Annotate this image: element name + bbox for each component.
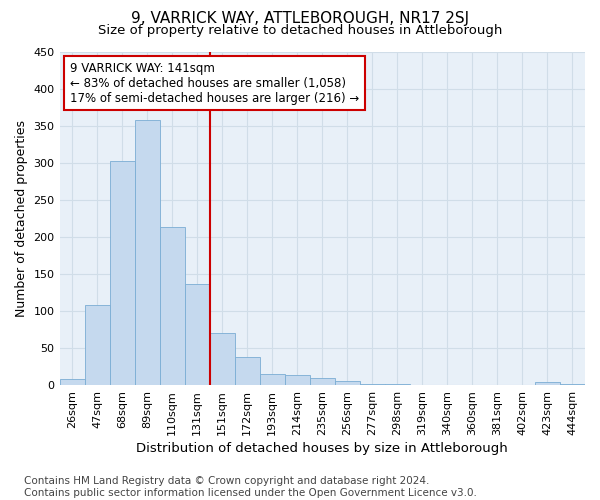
Bar (260, 374, 285, 385)
Bar (535, 382, 560, 385)
Bar (560, 384, 585, 385)
Bar (310, 378, 335, 385)
Bar (59, 379, 85, 385)
Bar (385, 384, 410, 385)
Text: Contains HM Land Registry data © Crown copyright and database right 2024.
Contai: Contains HM Land Registry data © Crown c… (24, 476, 477, 498)
Bar (335, 380, 360, 385)
Y-axis label: Number of detached properties: Number of detached properties (15, 120, 28, 317)
Bar (110, 161, 134, 385)
X-axis label: Distribution of detached houses by size in Attleborough: Distribution of detached houses by size … (136, 442, 508, 455)
Bar (209, 333, 235, 385)
Text: Size of property relative to detached houses in Attleborough: Size of property relative to detached ho… (98, 24, 502, 37)
Bar (235, 357, 260, 385)
Text: 9, VARRICK WAY, ATTLEBOROUGH, NR17 2SJ: 9, VARRICK WAY, ATTLEBOROUGH, NR17 2SJ (131, 11, 469, 26)
Bar (160, 227, 185, 385)
Bar (285, 376, 310, 385)
Bar (185, 284, 209, 385)
Bar (134, 120, 160, 385)
Bar (360, 384, 385, 385)
Text: 9 VARRICK WAY: 141sqm
← 83% of detached houses are smaller (1,058)
17% of semi-d: 9 VARRICK WAY: 141sqm ← 83% of detached … (70, 62, 359, 104)
Bar (85, 305, 110, 385)
